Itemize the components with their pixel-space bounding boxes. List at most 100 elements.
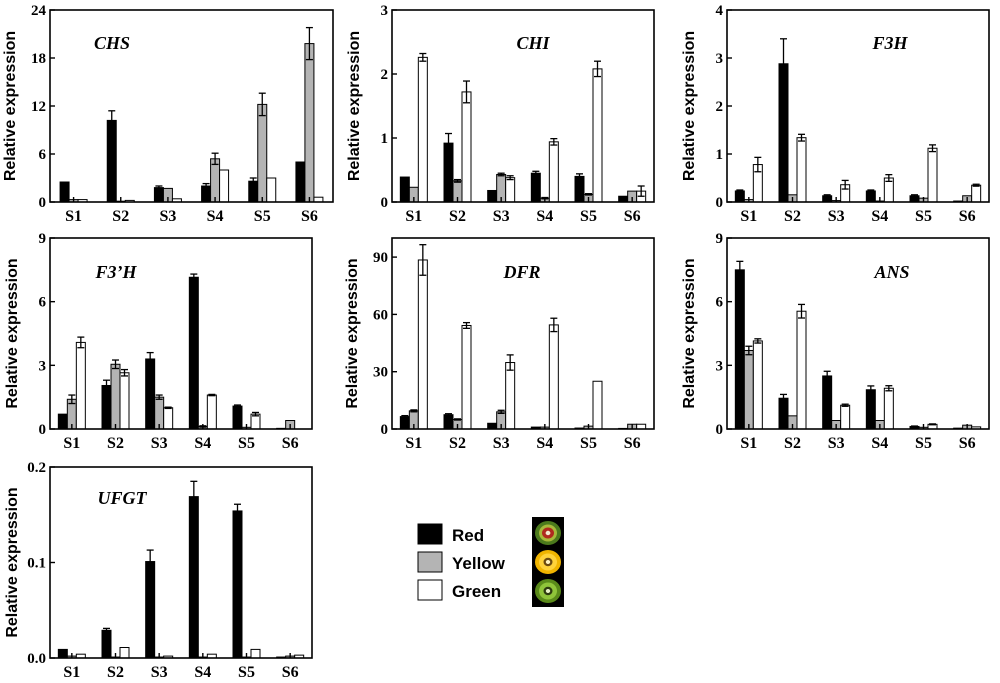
xtick-label-ufgt-s6: S6 xyxy=(282,664,299,681)
ytick-label-f3h-2: 2 xyxy=(716,99,724,115)
bar-chi-green-s1 xyxy=(417,56,428,203)
xtick-label-chi-s2: S2 xyxy=(449,208,466,225)
errorbar-dfr-yellow-s2 xyxy=(454,418,461,421)
red-kiwifruit-icon xyxy=(532,517,564,549)
axes-frame-chi xyxy=(391,9,655,203)
bar-f3h-green-s1 xyxy=(75,341,86,430)
errorbar-chi-green-s3 xyxy=(506,175,514,181)
axes-frame-f3h xyxy=(49,237,313,430)
panel-title-f3h: F3H xyxy=(871,33,908,53)
bar-ans-green-s2 xyxy=(796,310,807,430)
bar-chi-green-s2 xyxy=(461,91,472,203)
bar-dfr-red-s2 xyxy=(443,414,454,430)
xtick-label-f3h-s1: S1 xyxy=(740,208,757,225)
errorbar-dfr-green-s1 xyxy=(419,244,427,276)
legend-item-green: Green xyxy=(417,575,564,607)
errorbar-ufgt-red-s3 xyxy=(146,549,154,574)
errorbar-chi-red-s4 xyxy=(532,170,540,176)
errorbar-chi-green-s6 xyxy=(637,185,645,197)
ytick-label-chi-0: 0 xyxy=(381,195,389,211)
panel-chi: 0 1 2 3 S1 S2 S3 S4 S5 S6 CHI Relative expression xyxy=(346,3,655,225)
bar-ufgt-green-s2 xyxy=(119,647,130,659)
xtick-label-ans-s4: S4 xyxy=(871,435,888,452)
bar-ufgt-red-s5 xyxy=(232,510,243,659)
legend-label-red: Red xyxy=(452,526,484,545)
legend-swatch-green xyxy=(417,579,443,601)
errorbar-dfr-green-s2 xyxy=(463,321,470,329)
xtick-label-f3h-s6: S6 xyxy=(282,435,299,452)
xtick-label-chs-s3: S3 xyxy=(159,208,176,225)
y-axis-title-chs: Relative expression xyxy=(2,31,19,181)
legend-swatch-red xyxy=(417,523,443,545)
panel-f3h: 0 1 2 3 4 S1 S2 S3 S4 S5 S6 F3H Relative expression xyxy=(681,3,990,225)
xtick-label-chi-s1: S1 xyxy=(405,208,422,225)
ytick-label-dfr-0: 0 xyxy=(381,422,389,438)
errorbar-f3h-red-s5 xyxy=(911,194,918,198)
xtick-label-dfr-s1: S1 xyxy=(405,435,422,452)
errorbar-chs-red-s5 xyxy=(249,177,257,186)
panel-title-chs: CHS xyxy=(94,33,130,53)
errorbar-chi-yellow-s2 xyxy=(454,178,461,183)
errorbar-dfr-red-s1 xyxy=(401,414,409,419)
xtick-label-f3h-s6: S6 xyxy=(959,208,976,225)
panel-title-dfr: DFR xyxy=(502,262,540,282)
bar-dfr-green-s2 xyxy=(461,324,472,430)
bar-ufgt-red-s2 xyxy=(101,629,112,659)
xtick-label-ufgt-s3: S3 xyxy=(151,664,168,681)
errorbar-chs-yellow-s4 xyxy=(211,152,219,166)
xtick-label-f3h-s5: S5 xyxy=(238,435,255,452)
xtick-label-ans-s5: S5 xyxy=(915,435,932,452)
xtick-label-dfr-s5: S5 xyxy=(580,435,597,452)
xtick-label-f3h-s3: S3 xyxy=(828,208,845,225)
panel-title-ans: ANS xyxy=(873,262,909,282)
ytick-label-chi-2: 2 xyxy=(381,67,389,83)
errorbar-chs-red-s2 xyxy=(108,110,116,131)
ytick-label-chs-2: 12 xyxy=(31,99,46,115)
bar-f3h-red-s1 xyxy=(734,190,745,203)
axes-frame-ans xyxy=(726,237,990,430)
ytick-label-chs-0: 0 xyxy=(39,195,47,211)
errorbar-ans-red-s4 xyxy=(867,385,875,395)
xtick-label-chi-s5: S5 xyxy=(580,208,597,225)
ytick-label-chi-1: 1 xyxy=(381,131,389,147)
ytick-label-f3h-3: 9 xyxy=(39,231,47,247)
xtick-label-f3h-s5: S5 xyxy=(915,208,932,225)
errorbar-chs-red-s3 xyxy=(155,185,163,190)
bar-dfr-red-s1 xyxy=(399,416,410,430)
errorbar-f3h-green-s5 xyxy=(252,411,259,417)
axes-frame-chs xyxy=(49,9,334,203)
bar-f3h-red-s4 xyxy=(188,276,199,430)
xtick-label-ufgt-s1: S1 xyxy=(63,664,80,681)
legend: Red Yellow Green xyxy=(417,517,564,607)
xtick-label-chi-s4: S4 xyxy=(536,208,553,225)
xtick-label-chi-s6: S6 xyxy=(624,208,641,225)
errorbar-f3h-green-s5 xyxy=(929,144,936,153)
bar-f3h-green-s6 xyxy=(971,184,982,203)
errorbar-chi-red-s2 xyxy=(445,132,452,154)
errorbar-f3h-red-s4 xyxy=(867,189,875,193)
xtick-label-f3h-s4: S4 xyxy=(871,208,888,225)
bar-dfr-red-s3 xyxy=(487,422,498,430)
bar-chi-red-s4 xyxy=(530,172,541,203)
xtick-label-f3h-s2: S2 xyxy=(107,435,124,452)
bar-ufgt-red-s3 xyxy=(145,561,156,659)
bar-f3h-red-s3 xyxy=(145,358,156,430)
errorbar-chi-red-s5 xyxy=(576,173,583,180)
legend-label-green: Green xyxy=(452,582,501,601)
xtick-label-dfr-s6: S6 xyxy=(624,435,641,452)
errorbar-f3h-green-s4 xyxy=(208,393,216,397)
errorbar-f3h-red-s2 xyxy=(780,38,787,90)
xtick-label-chi-s3: S3 xyxy=(493,208,510,225)
errorbar-chi-green-s2 xyxy=(463,80,470,104)
panel-title-chi: CHI xyxy=(516,33,550,53)
xtick-label-ufgt-s2: S2 xyxy=(107,664,124,681)
errorbar-f3h-green-s3 xyxy=(841,179,849,190)
bar-chi-red-s6 xyxy=(618,195,629,203)
ytick-label-chs-1: 6 xyxy=(39,147,47,163)
ytick-label-f3h-1: 1 xyxy=(716,147,724,163)
panel-chs: 0 6 12 18 24 S1 S2 S3 S4 S5 S6 CHS Relative expressi… xyxy=(2,3,334,225)
panel-title-f3h: F3’H xyxy=(94,262,137,282)
xtick-label-ufgt-s5: S5 xyxy=(238,664,255,681)
bar-ans-green-s1 xyxy=(752,340,763,430)
bar-dfr-green-s1 xyxy=(417,259,428,430)
